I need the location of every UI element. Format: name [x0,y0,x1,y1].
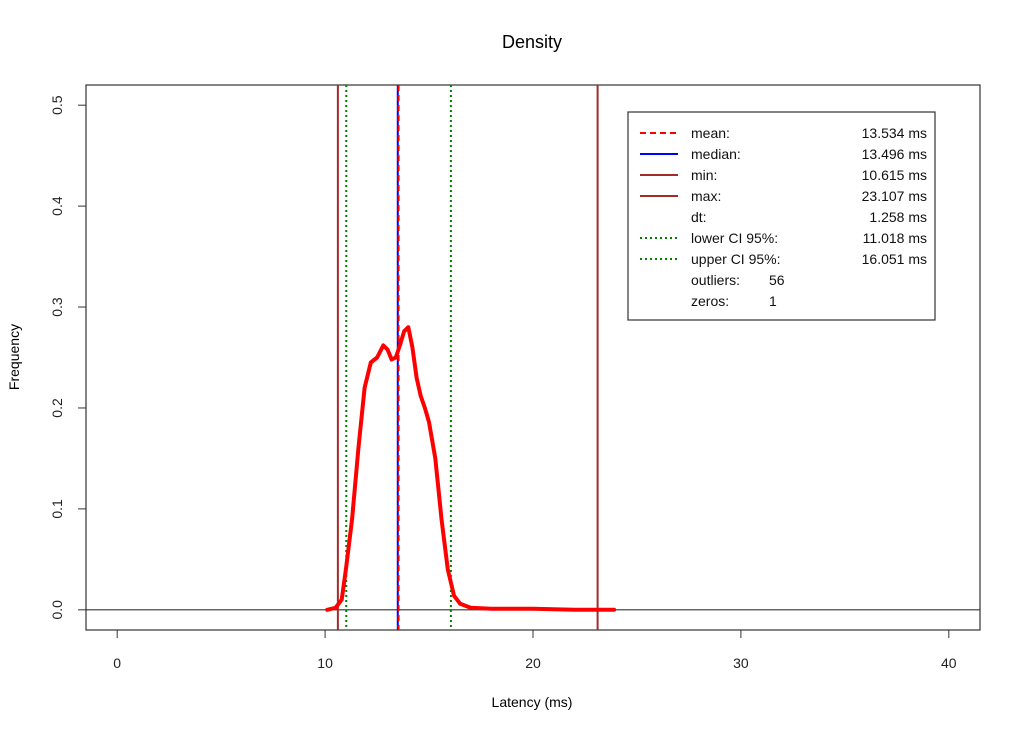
legend-value: 10.615 ms [862,167,927,183]
legend-label: upper CI 95%: [691,251,781,267]
legend: mean: 13.534 ms median: 13.496 ms min: 10.615… [627,111,936,321]
legend-value: 16.051 ms [862,251,927,267]
legend-row: upper CI 95%: 16.051 ms [640,251,927,267]
legend-value: 13.534 ms [862,125,927,141]
legend-value: 1 [769,293,777,309]
legend-value: 1.258 ms [869,209,927,225]
y-tick-label: 0.3 [49,297,65,317]
legend-label: median: [691,146,741,162]
y-tick-label: 0.1 [49,499,65,519]
legend-label: mean: [691,125,730,141]
legend-label: outliers: [691,272,740,288]
legend-label: max: [691,188,721,204]
y-tick-label: 0.2 [49,398,65,418]
x-tick-label: 20 [525,655,541,671]
legend-value: 13.496 ms [862,146,927,162]
legend-value: 56 [769,272,785,288]
legend-label: zeros: [691,293,729,309]
legend-row: outliers: 56 [691,272,785,288]
x-tick-label: 0 [113,655,121,671]
y-tick-label: 0.5 [49,95,65,115]
x-tick-label: 30 [733,655,749,671]
x-tick-label: 40 [941,655,957,671]
y-tick-label: 0.0 [49,600,65,620]
legend-label: min: [691,167,717,183]
y-tick-label: 0.4 [49,196,65,216]
legend-label: lower CI 95%: [691,230,778,246]
legend-row: min: 10.615 ms [640,167,927,183]
legend-row: max: 23.107 ms [640,188,927,204]
x-tick-label: 10 [317,655,333,671]
legend-value: 11.018 ms [863,230,927,246]
legend-row: dt: 1.258 ms [691,209,927,225]
legend-row: median: 13.496 ms [640,146,927,162]
chart-title: Density [501,32,563,52]
legend-row: lower CI 95%: 11.018 ms [640,230,927,246]
legend-row: zeros: 1 [691,293,777,309]
density-curve [325,325,617,612]
legend-label: dt: [691,209,707,225]
legend-value: 23.107 ms [862,188,927,204]
x-axis-label: Latency (ms) [491,694,573,710]
legend-row: mean: 13.534 ms [640,125,927,141]
legend-box [627,111,936,321]
